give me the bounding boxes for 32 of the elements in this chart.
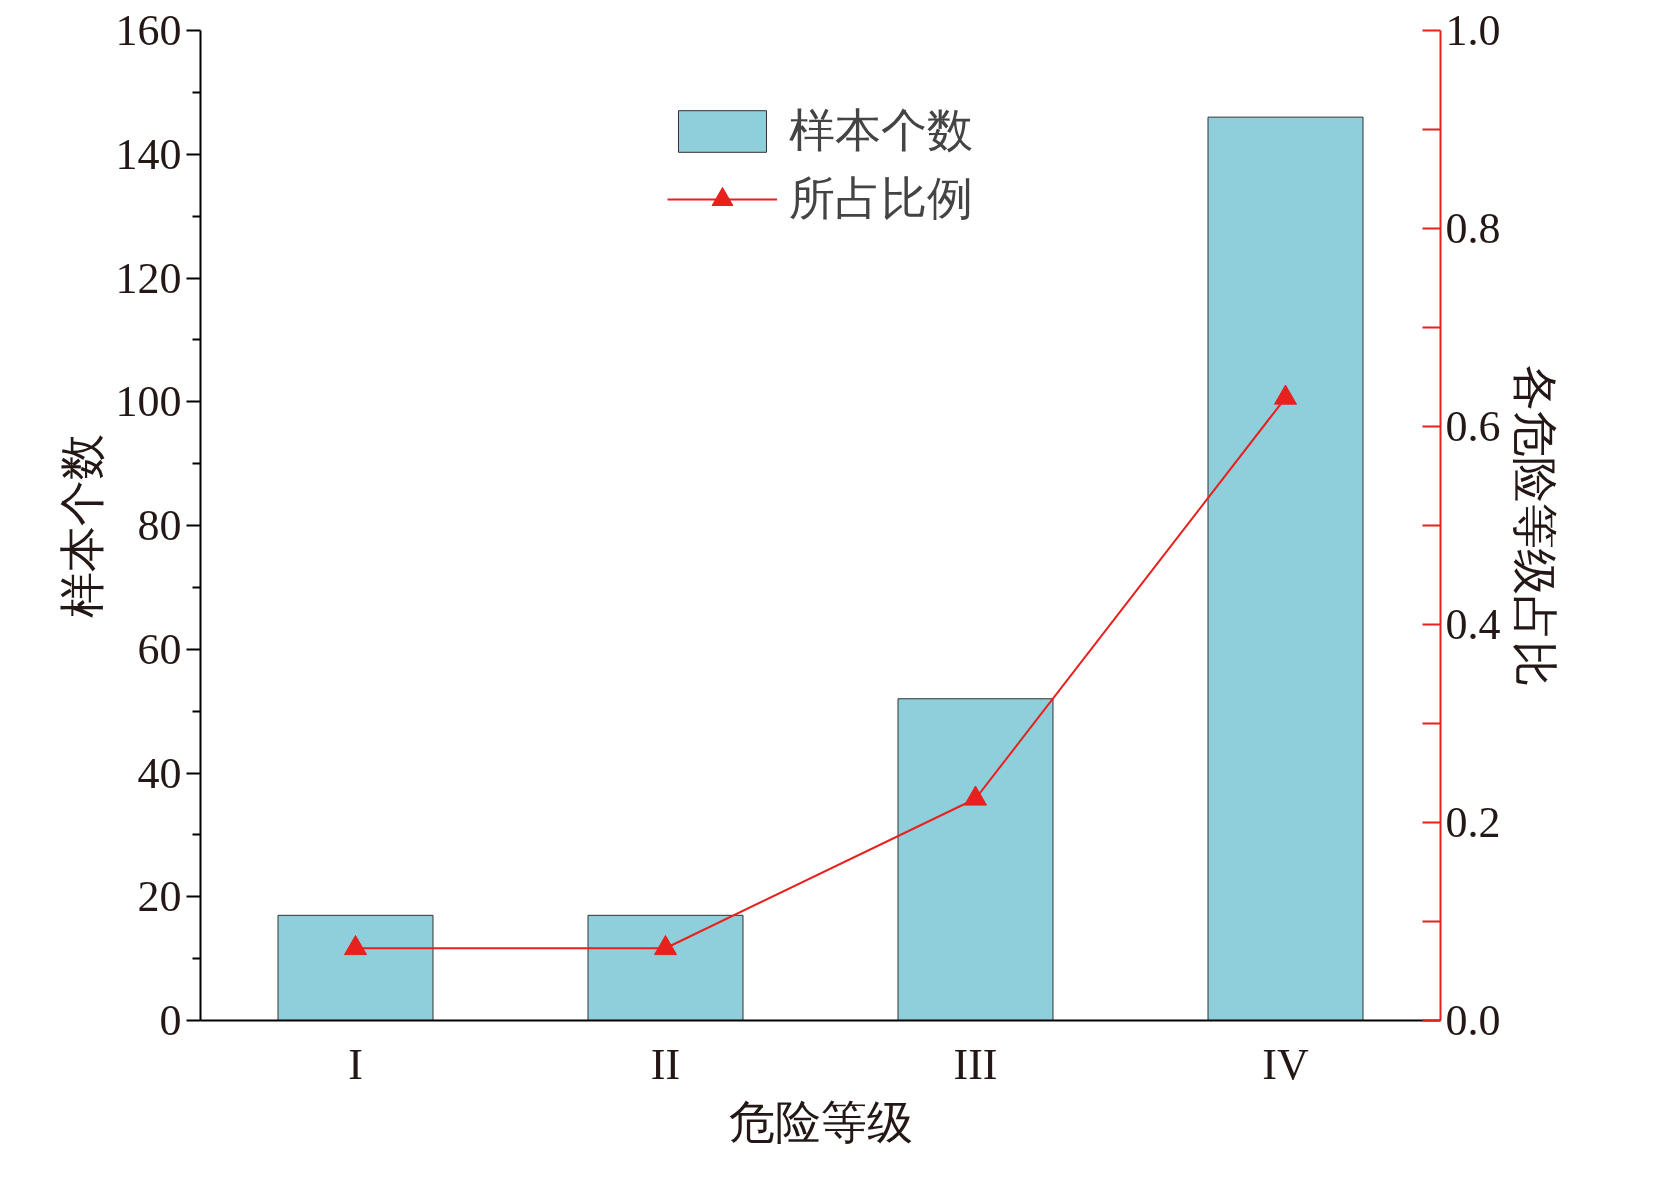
y-axis-title: 样本个数: [56, 433, 108, 618]
legend-label: 所占比例: [789, 172, 973, 226]
point: [654, 935, 677, 956]
bar: [587, 914, 744, 1021]
y-tick-label: 20: [137, 872, 182, 922]
x-axis-title: 危险等级: [728, 1096, 913, 1148]
x-tick-label: IV: [1262, 1039, 1309, 1089]
y2-tick-label: 0.0: [1445, 996, 1501, 1045]
point: [964, 785, 987, 806]
y2-tick-label: 1.0: [1445, 6, 1501, 55]
y-tick-label: 140: [115, 129, 182, 179]
y-tick-label: 120: [115, 253, 182, 303]
x-tick-label: I: [348, 1039, 363, 1089]
y-tick-label: 40: [137, 748, 182, 798]
y-tick-label: 100: [115, 377, 182, 427]
x-tick-label: III: [953, 1039, 998, 1089]
x-tick-label: II: [650, 1039, 681, 1089]
y2-tick-label: 0.6: [1445, 402, 1501, 451]
bar: [1207, 116, 1364, 1021]
y-tick-label: 60: [137, 624, 182, 674]
bar: [897, 698, 1054, 1021]
point: [344, 935, 367, 956]
y-tick-label: 160: [115, 6, 182, 55]
y2-tick-label: 0.2: [1445, 798, 1501, 847]
point: [1274, 384, 1297, 405]
y2-axis-title: 各危险等级占比: [1508, 364, 1560, 687]
legend-label: 样本个数: [789, 104, 973, 158]
y2-tick-label: 0.4: [1445, 600, 1501, 649]
y-tick-label: 80: [137, 501, 182, 550]
y-tick-label: 0: [159, 996, 182, 1045]
bar: [277, 914, 434, 1021]
y2-tick-label: 0.8: [1445, 204, 1501, 253]
